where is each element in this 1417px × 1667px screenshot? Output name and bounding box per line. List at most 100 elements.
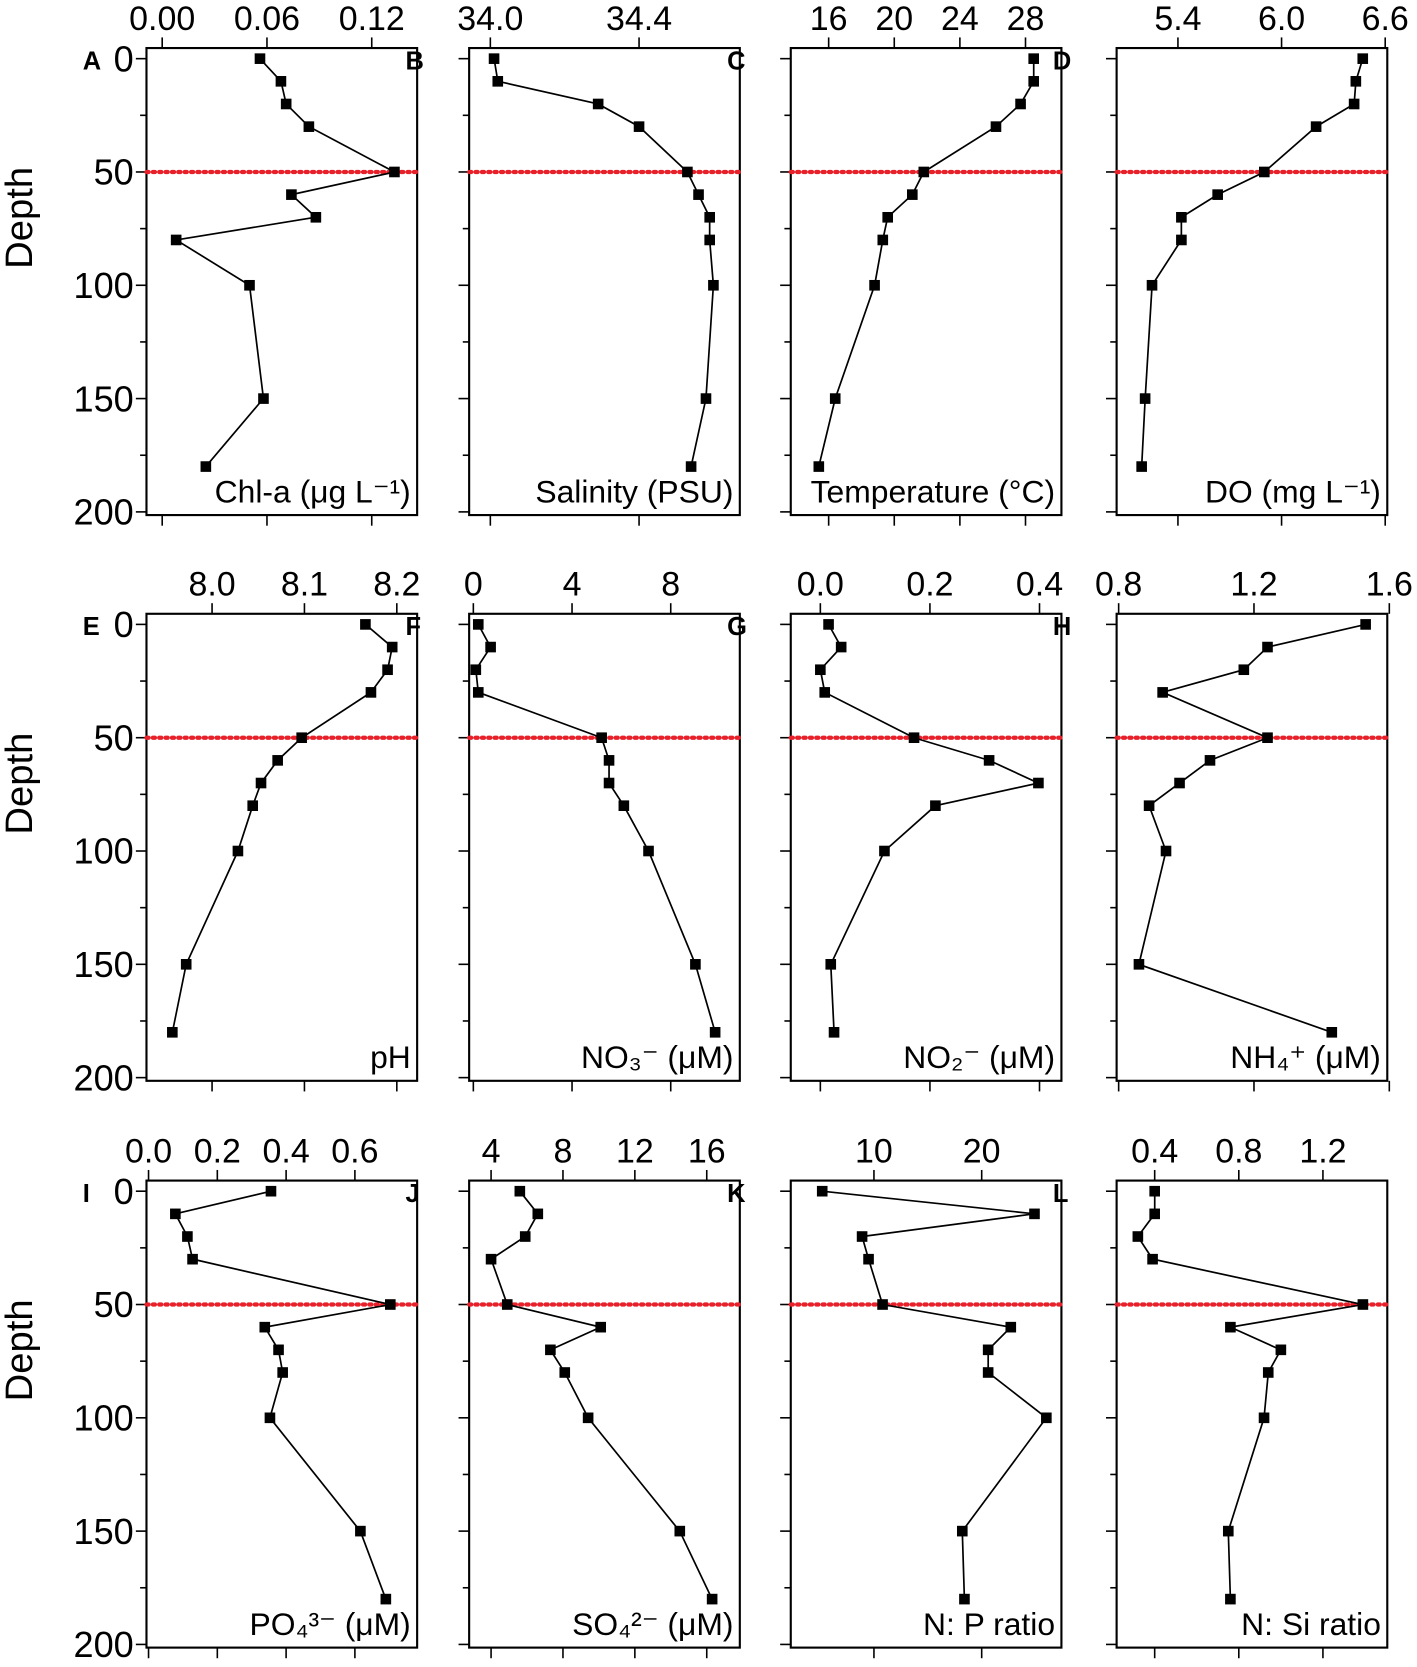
data-point: [200, 461, 212, 472]
data-point: [879, 845, 890, 857]
profile-line: [819, 623, 1042, 1033]
data-point: [180, 959, 192, 970]
data-point: [247, 800, 259, 811]
data-point: [1005, 1321, 1017, 1333]
plot-frame: [1115, 46, 1389, 517]
data-point: [1033, 777, 1044, 789]
data-point: [907, 189, 918, 200]
x-tick-label: 0.6: [331, 1133, 378, 1171]
data-point: [255, 777, 267, 789]
data-point: [1132, 1231, 1144, 1242]
panel-h: 0.8 1.2 1.6 H NH₄⁺ (μM): [1053, 566, 1413, 1092]
x-axis-label: pH: [370, 1039, 411, 1075]
panel-letter: D: [1053, 47, 1071, 75]
data-point: [492, 76, 504, 87]
data-point: [1029, 1208, 1040, 1220]
data-point: [1357, 53, 1369, 64]
x-tick-label: 0.00: [129, 0, 195, 38]
x-axis-label: Chl-a (μg L⁻¹): [215, 473, 411, 509]
data-point: [365, 687, 377, 698]
data-point: [595, 1321, 607, 1333]
y-tick-label: 0: [114, 38, 134, 79]
y-axis-label: Depth: [0, 733, 41, 835]
profile-line: [817, 58, 1035, 467]
x-axis-label: NO₃⁻ (μM): [581, 1039, 733, 1075]
data-point: [603, 777, 615, 789]
data-point: [1015, 98, 1026, 110]
plot-frame: [145, 1179, 419, 1649]
panel-letter: C: [727, 47, 745, 75]
x-tick-label: 0.06: [234, 0, 300, 38]
x-tick-label: 4: [482, 1133, 501, 1171]
data-point: [1176, 211, 1187, 223]
panel-letter: G: [727, 613, 747, 641]
data-point: [983, 755, 995, 766]
data-point: [1149, 1185, 1160, 1197]
data-point: [360, 619, 371, 630]
x-axis-label: N: Si ratio: [1241, 1606, 1381, 1642]
data-point: [813, 461, 825, 472]
y-tick-label: 100: [74, 265, 134, 306]
data-point: [273, 1344, 284, 1356]
panel-l: 0.4 0.8 1.2 L N: Si ratio: [1053, 1133, 1390, 1659]
x-tick-label: 1.2: [1230, 566, 1277, 604]
data-point: [990, 121, 1002, 132]
plot-frame: [1115, 612, 1389, 1082]
data-point: [700, 393, 712, 404]
data-point: [882, 211, 894, 223]
x-tick-label: 10: [855, 1133, 893, 1171]
y-tick-label: 200: [74, 1057, 134, 1098]
data-point: [310, 211, 322, 223]
x-tick-label: 20: [963, 1133, 1001, 1171]
data-point: [1157, 687, 1168, 698]
data-point: [1262, 641, 1273, 653]
x-tick-label: 8.2: [373, 566, 420, 604]
data-point: [485, 1253, 497, 1265]
y-tick-label: 50: [94, 717, 134, 758]
x-tick-label: 8: [661, 566, 680, 604]
data-point: [982, 1367, 994, 1378]
x-tick-label: 0.0: [125, 1133, 172, 1171]
data-point: [908, 732, 920, 744]
data-point: [704, 234, 716, 246]
data-point: [488, 53, 500, 64]
x-tick-label: 6.0: [1258, 0, 1305, 38]
data-point: [254, 53, 266, 64]
x-tick-label: 0.4: [1016, 566, 1063, 604]
data-point: [1136, 461, 1147, 472]
x-tick-label: 0.4: [263, 1133, 310, 1171]
data-point: [863, 1253, 874, 1265]
data-point: [1360, 619, 1371, 630]
y-tick-label: 100: [74, 831, 134, 872]
data-point: [472, 619, 484, 630]
panel-letter: B: [405, 47, 423, 75]
profile-line: [1136, 1191, 1364, 1600]
panel-letter: J: [405, 1180, 419, 1208]
data-point: [386, 641, 398, 653]
data-point: [877, 1299, 888, 1310]
data-point: [1176, 234, 1187, 246]
panel-e: 0 50 100 150 200 8.0 8.1 8.2 Depth EpH: [0, 566, 420, 1099]
data-point: [1028, 53, 1040, 64]
x-tick-label: 28: [1007, 0, 1045, 38]
data-point: [1238, 664, 1250, 676]
profile-line: [474, 623, 717, 1033]
panel-k: 10 20 K N: P ratio: [727, 1133, 1064, 1659]
y-tick-label: 200: [74, 1624, 134, 1665]
data-point: [519, 1231, 531, 1242]
data-point: [1350, 76, 1362, 87]
data-point: [959, 1593, 970, 1605]
y-tick-label: 150: [74, 944, 134, 985]
data-point: [485, 641, 496, 653]
y-tick-label: 0: [114, 1171, 134, 1212]
data-point: [1357, 1299, 1369, 1310]
y-tick-label: 50: [94, 1284, 134, 1325]
panel-f: 0 4 8 F NO₃⁻ (μM): [405, 566, 742, 1092]
data-point: [167, 1026, 178, 1038]
data-point: [380, 1593, 392, 1605]
data-point: [1225, 1593, 1236, 1605]
x-tick-label: 24: [941, 0, 979, 38]
data-point: [187, 1253, 198, 1265]
x-axis-label: NH₄⁺ (μM): [1230, 1039, 1381, 1075]
data-point: [815, 664, 826, 676]
